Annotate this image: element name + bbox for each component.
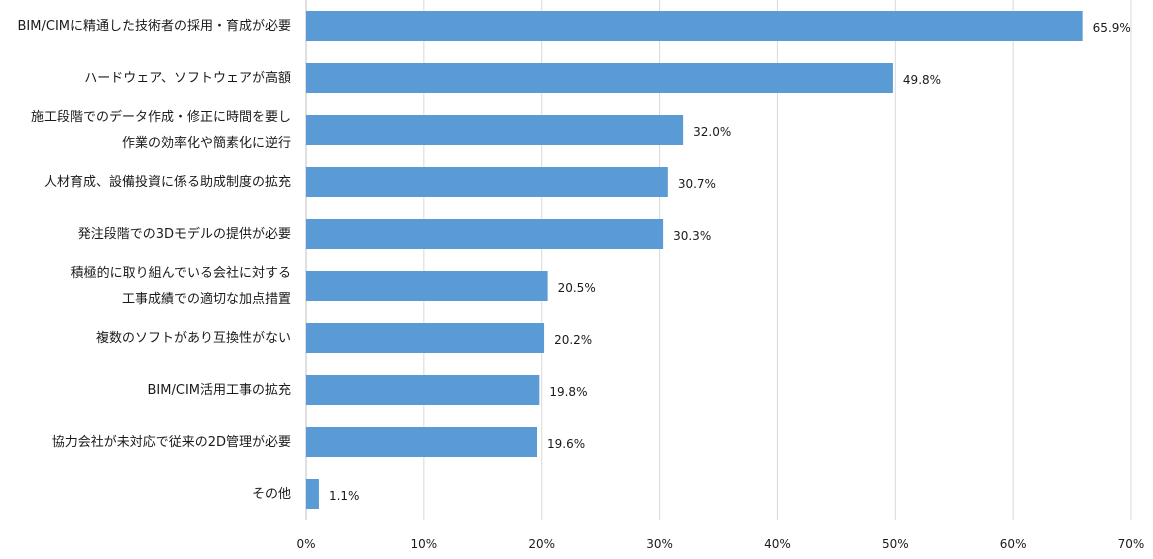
data-label: 1.1% xyxy=(329,489,360,503)
bar xyxy=(306,167,668,197)
bar xyxy=(306,323,545,353)
category-label-line: その他 xyxy=(252,487,291,502)
category-label-line: 人材育成、設備投資に係る助成制度の拡充 xyxy=(44,174,291,190)
data-label: 30.7% xyxy=(678,177,716,191)
x-tick-label: 10% xyxy=(411,537,438,551)
category-label-line: 施工段階でのデータ作成・修正に時間を要し xyxy=(31,109,291,125)
bar xyxy=(306,11,1083,41)
bar xyxy=(306,219,664,249)
bar xyxy=(306,115,684,145)
category-label-line: 工事成績での適切な加点措置 xyxy=(122,291,291,307)
x-axis-tick-labels: 0% 10% 20% 30% 40% 50% 60% 70% xyxy=(296,537,1144,551)
bar xyxy=(306,427,537,457)
data-label: 65.9% xyxy=(1093,21,1131,35)
data-label: 19.8% xyxy=(549,385,587,399)
category-label-line: 複数のソフトがあり互換性がない xyxy=(96,330,291,346)
x-tick-label: 70% xyxy=(1118,537,1145,551)
bar xyxy=(306,271,548,301)
category-label: 施工段階でのデータ作成・修正に時間を要し作業の効率化や簡素化に逆行 xyxy=(31,109,291,151)
category-label: 発注段階での3Dモデルの提供が必要 xyxy=(78,226,291,242)
x-tick-label: 20% xyxy=(528,537,555,551)
data-label: 20.2% xyxy=(554,333,592,347)
bar xyxy=(306,375,540,405)
bars xyxy=(306,11,1083,509)
category-label-line: ハードウェア、ソフトウェアが高額 xyxy=(84,70,291,86)
x-tick-label: 30% xyxy=(646,537,673,551)
category-label: ハードウェア、ソフトウェアが高額 xyxy=(84,70,291,86)
bar xyxy=(306,479,319,509)
category-label-line: 発注段階での3Dモデルの提供が必要 xyxy=(78,226,291,242)
category-label: 人材育成、設備投資に係る助成制度の拡充 xyxy=(44,174,291,190)
category-label: 協力会社が未対応で従来の2D管理が必要 xyxy=(52,434,291,450)
data-label: 30.3% xyxy=(673,229,711,243)
bar xyxy=(306,63,893,93)
category-label-line: 協力会社が未対応で従来の2D管理が必要 xyxy=(52,434,291,450)
category-labels: BIM/CIMに精通した技術者の採用・育成が必要ハードウェア、ソフトウェアが高額… xyxy=(18,18,291,502)
category-label-line: 積極的に取り組んでいる会社に対する xyxy=(71,265,291,281)
category-label-line: BIM/CIM活用工事の拡充 xyxy=(148,382,291,398)
x-tick-label: 0% xyxy=(296,537,315,551)
category-label: その他 xyxy=(252,487,291,502)
data-label: 49.8% xyxy=(903,73,941,87)
data-label: 19.6% xyxy=(547,437,585,451)
data-labels: 65.9% 49.8% 32.0% 30.7% 30.3% 20.5% 20.2% 19.8%… xyxy=(329,21,1131,503)
x-tick-label: 60% xyxy=(1000,537,1027,551)
category-label-line: BIM/CIMに精通した技術者の採用・育成が必要 xyxy=(18,18,291,34)
category-label-line: 作業の効率化や簡素化に逆行 xyxy=(122,135,291,151)
x-tick-label: 50% xyxy=(882,537,909,551)
x-tick-label: 40% xyxy=(764,537,791,551)
category-label: 積極的に取り組んでいる会社に対する工事成績での適切な加点措置 xyxy=(71,265,291,307)
category-label: 複数のソフトがあり互換性がない xyxy=(96,330,291,346)
data-label: 32.0% xyxy=(693,125,731,139)
category-label: BIM/CIMに精通した技術者の採用・育成が必要 xyxy=(18,18,291,34)
data-label: 20.5% xyxy=(558,281,596,295)
category-label: BIM/CIM活用工事の拡充 xyxy=(148,382,291,398)
